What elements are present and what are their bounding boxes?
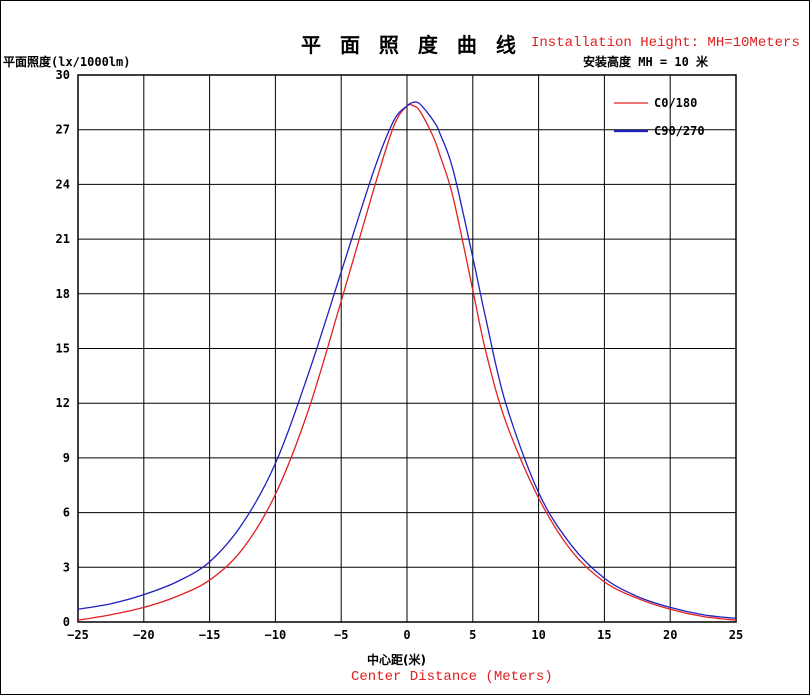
plot-border	[77, 74, 737, 623]
y-tick-label: 27	[56, 123, 70, 137]
x-tick-label: 0	[403, 628, 410, 642]
y-tick-label: 15	[56, 342, 70, 356]
x-tick-label: −5	[334, 628, 348, 642]
series-c0-180-line	[77, 103, 737, 621]
y-tick-label: 3	[63, 560, 70, 574]
x-tick-label: −10	[265, 628, 287, 642]
x-axis-label-cn: 中心距(米)	[367, 653, 426, 667]
y-tick-label: 12	[56, 396, 70, 410]
x-tick-label: −25	[67, 628, 89, 642]
chart-title-cn: 平 面 照 度 曲 线	[301, 33, 522, 57]
y-axis-label: 平面照度(lx/1000lm)	[3, 55, 131, 69]
y-tick-label: 6	[63, 506, 70, 520]
chart-title-en: Installation Height: MH=10Meters	[531, 35, 800, 51]
x-tick-label: 5	[469, 628, 476, 642]
y-tick-label: 0	[63, 615, 70, 629]
series-c90-270-line	[77, 101, 737, 619]
legend-label: C90/270	[654, 124, 705, 138]
y-tick-label: 21	[56, 232, 70, 246]
x-tick-label: 20	[663, 628, 677, 642]
x-tick-label: 15	[597, 628, 611, 642]
y-tick-label: 18	[56, 287, 70, 301]
x-tick-label: 10	[531, 628, 545, 642]
y-tick-label: 30	[56, 68, 70, 82]
x-axis-label-en: Center Distance (Meters)	[351, 669, 553, 685]
x-tick-label: −20	[133, 628, 155, 642]
mounting-height-label: 安装高度 MH = 10 米	[583, 55, 709, 69]
y-tick-label: 9	[63, 451, 70, 465]
x-tick-label: −15	[199, 628, 221, 642]
x-tick-label: 25	[729, 628, 743, 642]
y-tick-label: 24	[56, 177, 70, 191]
legend-label: C0/180	[654, 96, 697, 110]
